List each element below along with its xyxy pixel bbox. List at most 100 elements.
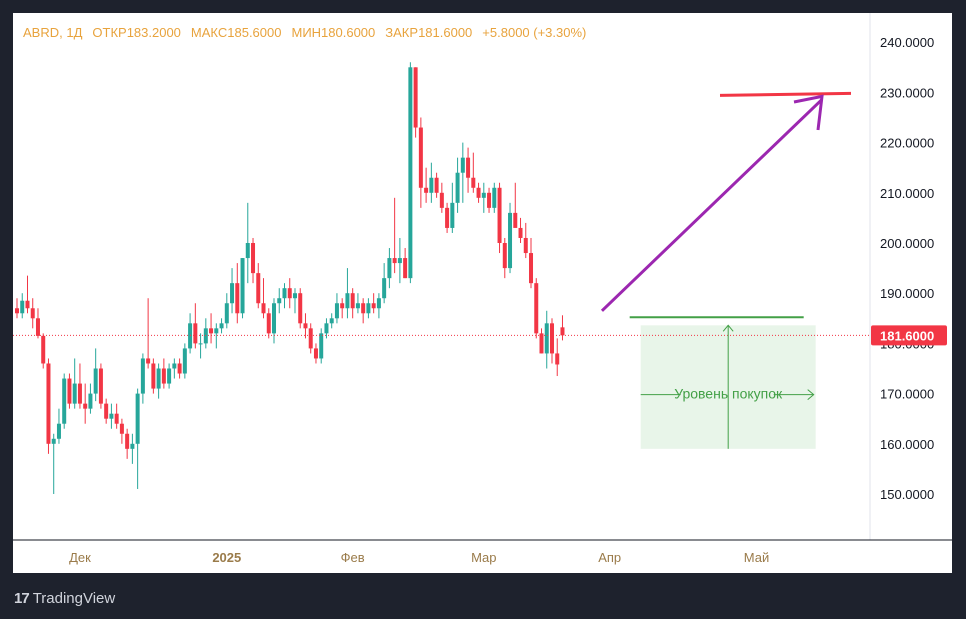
candle-body	[392, 258, 397, 264]
candle-body	[487, 192, 492, 208]
candle-body	[523, 237, 528, 254]
candle-body	[376, 298, 381, 309]
candle-body	[203, 328, 208, 344]
target-level-line	[719, 91, 852, 97]
candle-body	[62, 378, 67, 424]
candle-body	[109, 413, 114, 419]
candle-body	[15, 308, 19, 314]
price-tick-label: 240.0000	[880, 35, 934, 50]
candle-body	[319, 333, 324, 359]
candle-body	[534, 283, 539, 334]
candle-body	[172, 363, 177, 369]
candle-body	[151, 363, 156, 389]
candle-body	[256, 273, 261, 304]
candle-body	[98, 368, 103, 404]
candle-body	[46, 363, 51, 444]
chart-panel: ABRD, 1Д ОТКР183.2000 МАКС185.6000 МИН180.6…	[13, 13, 952, 573]
candle-body	[303, 323, 308, 329]
legend-close-label: ЗАКР	[385, 25, 419, 40]
candle-body	[471, 177, 476, 188]
candle-body	[130, 443, 135, 449]
candle-body	[292, 293, 297, 299]
time-tick-label: Фев	[341, 550, 365, 565]
time-tick-label: 2025	[212, 550, 241, 565]
legend-open-label: ОТКР	[92, 25, 127, 40]
growth-arrow	[600, 98, 824, 312]
price-tick-label: 200.0000	[880, 236, 934, 251]
candle-body	[35, 318, 40, 336]
candle-body	[219, 323, 224, 329]
candle-body	[387, 258, 392, 279]
price-tick-label: 190.0000	[880, 286, 934, 301]
time-tick-label: Дек	[69, 550, 91, 565]
candle-body	[361, 303, 366, 314]
candle-body	[245, 243, 250, 259]
candle-body	[198, 343, 203, 345]
candle-body	[287, 288, 292, 299]
candle-body	[529, 253, 534, 284]
candle-body	[277, 298, 282, 304]
time-tick-label: Май	[744, 550, 769, 565]
candle-body	[429, 177, 434, 193]
price-tick-label: 150.0000	[880, 487, 934, 502]
candle-body	[502, 243, 507, 269]
candle-body	[329, 318, 334, 324]
candle-body	[235, 283, 240, 314]
candle-body	[25, 300, 30, 309]
candle-body	[513, 212, 518, 228]
tradingview-logo[interactable]: 17	[14, 589, 30, 607]
legend-low-label: МИН	[291, 25, 322, 40]
candle-body	[188, 323, 193, 349]
candle-body	[403, 258, 408, 279]
candle-body	[313, 348, 318, 359]
candle-body	[135, 393, 140, 444]
candle-body	[492, 187, 497, 208]
last-price-badge	[871, 325, 947, 346]
candle-body	[119, 423, 124, 434]
candle-body	[77, 383, 82, 404]
candle-body	[455, 172, 460, 203]
price-tick-label: 170.0000	[880, 387, 934, 402]
candle-body	[340, 303, 345, 309]
buy-zone-arrow-head	[722, 324, 734, 332]
candle-body	[193, 323, 198, 344]
legend-open: 183.2000	[126, 25, 181, 40]
price-tick-label: 230.0000	[880, 85, 934, 100]
candle-body	[182, 348, 187, 374]
candle-body	[224, 303, 229, 324]
candle-body	[93, 368, 98, 394]
footer: 17 TradingView	[14, 585, 115, 611]
time-tick-label: Апр	[598, 550, 621, 565]
candle-body	[167, 368, 172, 384]
candle-body	[366, 303, 371, 314]
candle-body	[251, 243, 256, 274]
candle-body	[308, 328, 313, 349]
candle-body	[324, 323, 329, 334]
candle-body	[177, 363, 182, 374]
candle-body	[51, 438, 56, 444]
legend-close: 181.6000	[418, 25, 473, 40]
candle-body	[408, 67, 413, 279]
candle-body	[555, 353, 560, 365]
legend-low: 180.6000	[321, 25, 376, 40]
candle-body	[266, 313, 271, 334]
candle-body	[382, 278, 387, 299]
candle-body	[497, 187, 502, 243]
price-tick-label: 210.0000	[880, 186, 934, 201]
candle-body	[125, 433, 130, 449]
candle-body	[334, 303, 339, 319]
candle-body	[140, 358, 145, 394]
legend-change: +5.8000 (+3.30%)	[482, 25, 587, 40]
candle-body	[460, 157, 465, 173]
candle-body	[345, 293, 350, 309]
candle-body	[439, 192, 444, 208]
candle-body	[397, 258, 402, 264]
tradingview-brand[interactable]: TradingView	[32, 589, 116, 607]
candle-body	[282, 288, 287, 299]
candle-body	[261, 303, 266, 314]
candle-body	[104, 403, 109, 419]
candle-body	[518, 227, 523, 238]
candle-body	[20, 300, 25, 314]
candle-body	[88, 393, 93, 409]
